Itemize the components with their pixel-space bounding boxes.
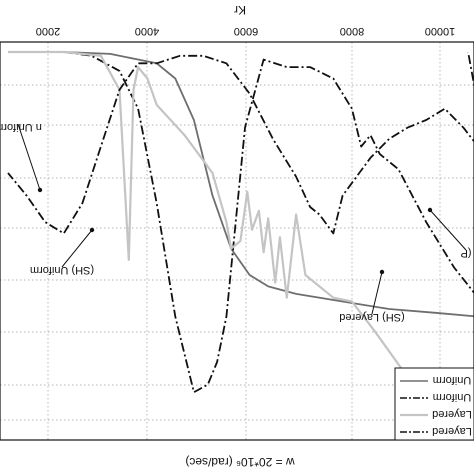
series-line-3 (8, 50, 474, 422)
annotation-arrowhead (37, 187, 43, 193)
legend-label: Uniform (433, 391, 472, 403)
series-line-4 (7, 54, 474, 235)
annotation-arrow (371, 271, 383, 315)
grid-lines (0, 42, 474, 440)
annotation-label: (P (461, 247, 472, 259)
top-axis-label: Kr (234, 3, 246, 17)
annotation-label: (SH) Uniform (30, 264, 94, 276)
annotation-arrowhead (427, 207, 433, 213)
plot-frame (0, 41, 474, 441)
series-line-5 (467, 51, 474, 90)
legend-label: Layered (432, 425, 472, 437)
annotation-label: (SH) Layered (339, 311, 404, 323)
legend-box (394, 367, 474, 441)
top-tick-label: 2000 (36, 25, 60, 37)
top-tick-label: 6000 (234, 25, 258, 37)
annotation-arrowhead (379, 269, 385, 275)
annotations-group: (SH) Uniform (SH) Layered (P n Uniform (0, 121, 472, 323)
legend: Uniform Uniform Layered Layered (394, 367, 474, 441)
annotation-label: n Uniform (0, 121, 42, 133)
top-tick-label: 4000 (135, 25, 159, 37)
series-group (7, 50, 474, 422)
annotation-arrow (17, 123, 41, 191)
legend-label: Uniform (433, 374, 472, 386)
legend-label: Layered (432, 408, 472, 420)
top-tick-label: 10000 (425, 25, 456, 37)
annotation-arrowhead (89, 227, 95, 233)
series-line-2 (8, 51, 474, 394)
annotation-arrow (429, 209, 467, 251)
top-tick-label: 8000 (340, 25, 364, 37)
top-axis-ticks: 2000 4000 6000 8000 10000 (36, 25, 456, 37)
annotation-arrow (61, 229, 93, 268)
x-axis-label: w = 20*10⁶ (rad/sec) (185, 455, 295, 469)
